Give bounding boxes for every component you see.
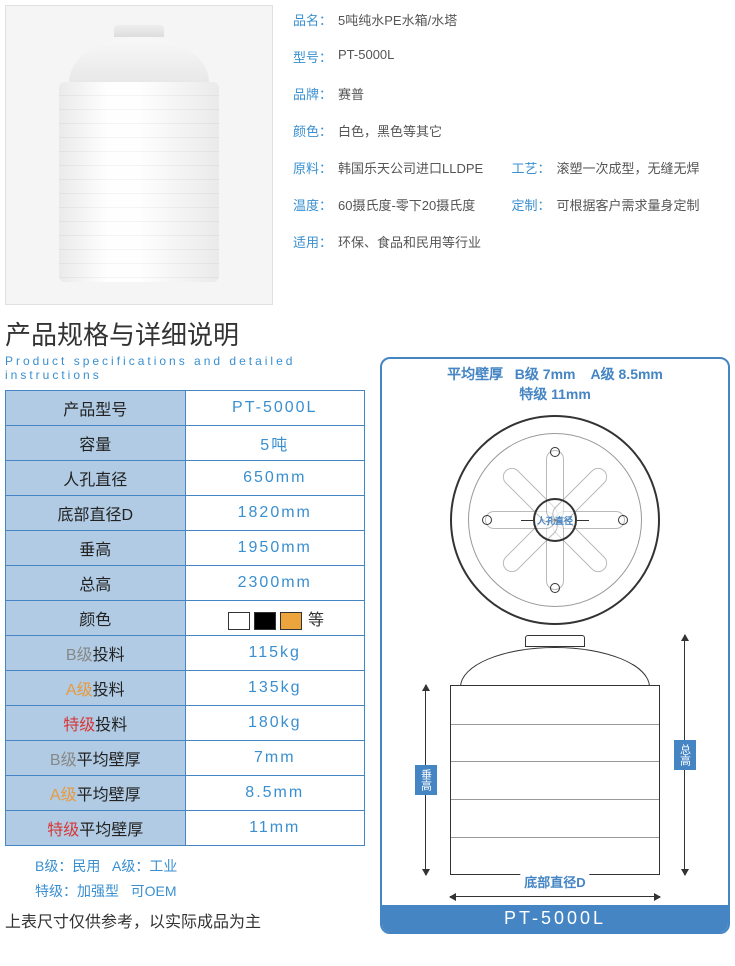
use-label: 适用： — [293, 232, 332, 251]
spec-subtitle: Product specifications and detailed inst… — [5, 354, 365, 382]
thickness-header: 平均壁厚 B级 7mm A级 8.5mm 特级 11mm — [382, 359, 728, 410]
name-value: 5吨纯水PE水箱/水塔 — [338, 10, 457, 29]
product-info: 品名： 5吨纯水PE水箱/水塔 型号： PT-5000L 品牌： 赛普 颜色： 白色，黑… — [293, 5, 730, 305]
process-label: 工艺： — [512, 158, 551, 177]
table-row: A级投料135kg — [6, 671, 365, 706]
total-height-dim: 总高 — [684, 635, 685, 875]
temp-label: 温度： — [293, 195, 332, 214]
product-photo — [5, 5, 273, 305]
table-row: A级平均壁厚8.5mm — [6, 776, 365, 811]
table-row: 总高2300mm — [6, 566, 365, 601]
diagram-panel: 平均壁厚 B级 7mm A级 8.5mm 特级 11mm — [380, 357, 730, 934]
temp-value: 60摄氏度-零下20摄氏度 — [338, 195, 475, 214]
name-label: 品名： — [293, 10, 332, 29]
table-row: 垂高1950mm — [6, 531, 365, 566]
material-value: 韩国乐天公司进口LLDPE — [338, 158, 483, 177]
table-row: B级投料115kg — [6, 636, 365, 671]
bottom-diameter-dim: 底部直径D — [450, 896, 660, 897]
custom-label: 定制： — [512, 195, 551, 214]
table-row: 颜色 等 — [6, 601, 365, 636]
top-view-diagram: 人孔直径 — [450, 415, 660, 625]
spec-legend: B级：民用 A级：工业 特级：加强型 可OEM — [35, 854, 365, 904]
model-footer: PT-5000L — [382, 905, 728, 932]
table-row: 特级平均壁厚11mm — [6, 811, 365, 846]
vertical-height-dim: 垂高 — [425, 685, 426, 875]
table-row: 产品型号PT-5000L — [6, 391, 365, 426]
table-row: 底部直径D1820mm — [6, 496, 365, 531]
table-row: 特级投料180kg — [6, 706, 365, 741]
product-header: 品名： 5吨纯水PE水箱/水塔 型号： PT-5000L 品牌： 赛普 颜色： 白色，黑… — [0, 0, 735, 310]
process-value: 滚塑一次成型，无缝无焊 — [557, 158, 700, 177]
use-value: 环保、食品和民用等行业 — [338, 232, 481, 251]
swatch-orange — [280, 612, 302, 630]
table-row: 容量5吨 — [6, 426, 365, 461]
color-swatches: 等 — [185, 601, 365, 636]
spec-table: 产品型号PT-5000L 容量5吨 人孔直径650mm 底部直径D1820mm … — [5, 390, 365, 846]
material-label: 原料： — [293, 158, 332, 177]
side-view-diagram: 垂高 总高 底部直径D — [400, 635, 710, 905]
model-label: 型号： — [293, 47, 332, 66]
table-row: B级平均壁厚7mm — [6, 741, 365, 776]
color-value: 白色，黑色等其它 — [338, 121, 442, 140]
brand-label: 品牌： — [293, 84, 332, 103]
brand-value: 赛普 — [338, 84, 364, 103]
custom-value: 可根据客户需求量身定制 — [557, 195, 700, 214]
spec-section: 产品规格与详细说明 Product specifications and det… — [5, 315, 365, 932]
spec-title: 产品规格与详细说明 — [5, 315, 365, 352]
table-row: 人孔直径650mm — [6, 461, 365, 496]
swatch-white — [228, 612, 250, 630]
color-label: 颜色： — [293, 121, 332, 140]
swatch-black — [254, 612, 276, 630]
model-value: PT-5000L — [338, 47, 394, 66]
manhole-label: 人孔直径 — [537, 514, 573, 527]
spec-footnote: 上表尺寸仅供参考，以实际成品为主 — [5, 908, 365, 932]
